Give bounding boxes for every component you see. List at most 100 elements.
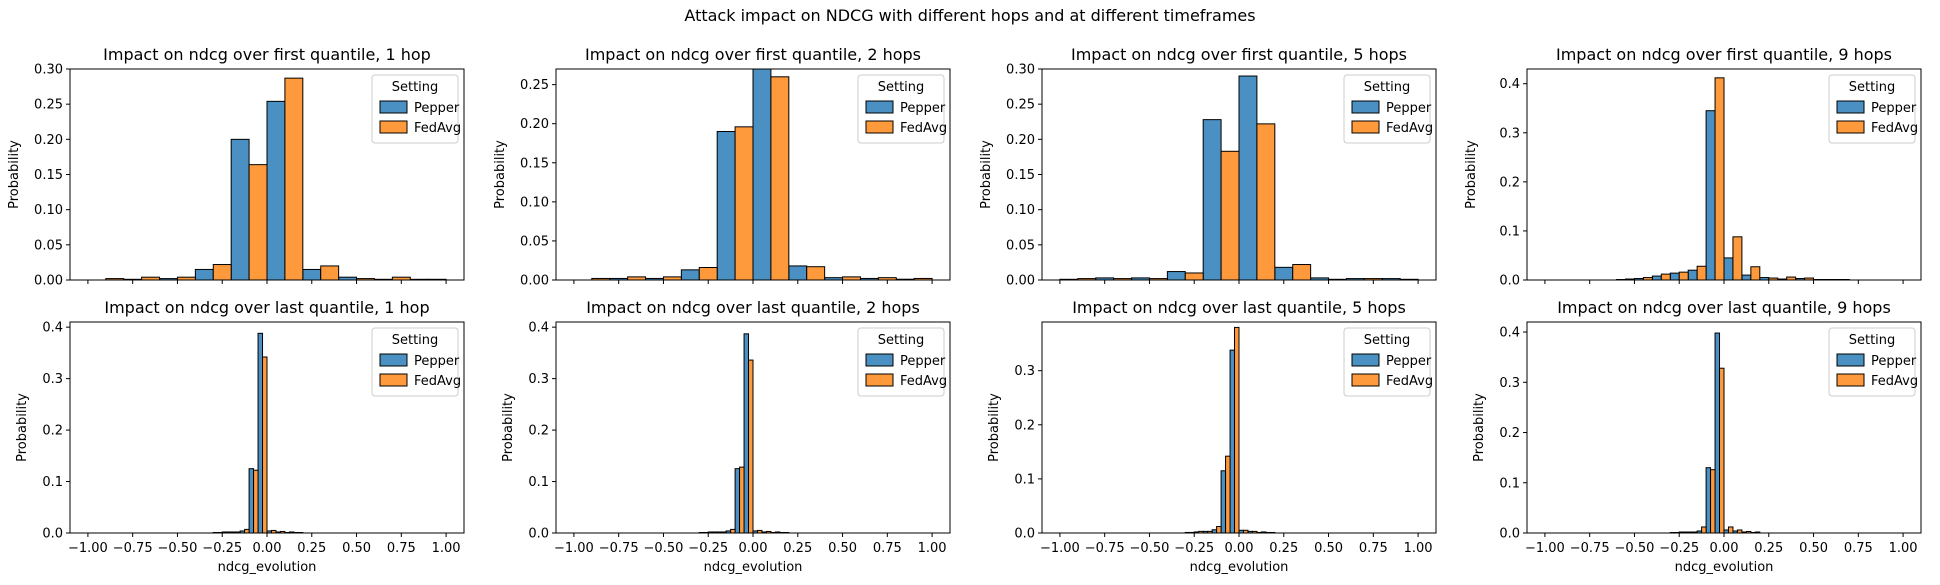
legend-title: Setting (878, 333, 925, 348)
legend-swatch-fedavg (1351, 373, 1380, 387)
bar-fedavg (212, 264, 232, 281)
x-tick-label: −0.75 (599, 541, 639, 556)
bar-pepper (1705, 467, 1712, 534)
y-tick-label: 0.2 (1499, 175, 1520, 190)
figure-title: Attack impact on NDCG with different hop… (684, 6, 1256, 25)
y-tick-label: 0.4 (528, 321, 549, 336)
bar-fedavg (1714, 77, 1725, 281)
subplot-title: Impact on ndcg over first quantile, 5 ho… (1071, 45, 1407, 64)
y-tick-label: 0.25 (34, 98, 63, 113)
legend-swatch-pepper (1836, 353, 1865, 367)
y-tick-label: 0.0 (1499, 274, 1520, 289)
x-tick-label: 0.00 (253, 541, 282, 556)
x-tick-label: 0.25 (1269, 541, 1298, 556)
bar-pepper (257, 332, 264, 534)
subplot-title: Impact on ndcg over first quantile, 9 ho… (1556, 45, 1892, 64)
x-tick-label: −1.00 (1040, 541, 1080, 556)
y-tick-label: 0.00 (520, 274, 549, 289)
bar-fedavg (1732, 236, 1743, 281)
y-tick-label: 0.4 (42, 321, 63, 336)
legend: Setting Pepper FedAvg (371, 74, 461, 144)
bar-pepper (1687, 269, 1698, 281)
x-tick-label: 1.00 (1404, 541, 1433, 556)
legend: Setting Pepper FedAvg (1343, 327, 1433, 397)
y-tick-label: 0.30 (34, 63, 63, 78)
legend: Setting Pepper FedAvg (857, 74, 947, 144)
x-tick-label: 1.00 (918, 541, 947, 556)
x-tick-label: −0.50 (644, 541, 684, 556)
x-tick-label: 1.00 (432, 541, 461, 556)
subplot-6: 0.0 0.1 0.2 0.3 0.4 −1.00 −0.75 −0.50 −0.25 0.00 0… (501, 298, 951, 575)
y-axis-label: Probability (987, 393, 1002, 462)
legend-swatch-fedavg (1836, 373, 1865, 387)
y-axis-label: Probability (1464, 140, 1479, 209)
y-axis-label: Probability (493, 140, 508, 209)
legend-swatch-fedavg (1351, 120, 1380, 134)
legend-title: Setting (1364, 333, 1411, 348)
legend-label-pepper: Pepper (414, 354, 460, 369)
legend-label-fedavg: FedAvg (1386, 374, 1433, 389)
y-tick-label: 0.20 (1006, 133, 1035, 148)
legend-label-pepper: Pepper (1386, 354, 1432, 369)
legend-swatch-pepper (379, 100, 408, 114)
x-tick-label: 0.50 (342, 541, 371, 556)
bar-fedavg (1292, 264, 1312, 281)
y-tick-label: 0.2 (1499, 426, 1520, 441)
legend-label-pepper: Pepper (900, 354, 946, 369)
legend-title: Setting (878, 80, 925, 95)
legend-label-fedavg: FedAvg (1871, 374, 1918, 389)
x-tick-label: −0.25 (1659, 541, 1699, 556)
y-tick-label: 0.05 (1006, 238, 1035, 253)
legend-label-fedavg: FedAvg (1871, 121, 1918, 136)
legend: Setting Pepper FedAvg (857, 327, 947, 397)
y-tick-label: 0.10 (34, 203, 63, 218)
bar-fedavg (1727, 526, 1734, 534)
y-tick-label: 0.1 (528, 475, 549, 490)
x-tick-label: 0.00 (739, 541, 768, 556)
bar-pepper (788, 265, 808, 281)
bar-pepper (248, 468, 255, 534)
x-tick-label: 0.25 (297, 541, 326, 556)
legend-swatch-fedavg (1836, 120, 1865, 134)
y-axis-label: Probability (7, 140, 22, 209)
bar-pepper (230, 138, 250, 281)
legend-title: Setting (1849, 80, 1896, 95)
x-tick-label: −0.50 (158, 541, 198, 556)
bar-pepper (734, 468, 741, 534)
bar-pepper (1274, 266, 1294, 281)
bar-pepper (302, 268, 322, 281)
y-tick-label: 0.20 (34, 133, 63, 148)
bar-fedavg (1216, 526, 1222, 534)
x-tick-label: −1.00 (68, 541, 108, 556)
subplot-title: Impact on ndcg over last quantile, 5 hop… (1072, 298, 1406, 317)
legend-label-pepper: Pepper (1871, 354, 1917, 369)
bar-fedavg (1220, 150, 1240, 281)
bar-fedavg (1719, 367, 1725, 534)
x-tick-label: −0.75 (1085, 541, 1125, 556)
subplot-title: Impact on ndcg over first quantile, 1 ho… (103, 45, 431, 64)
x-tick-label: −0.25 (1174, 541, 1214, 556)
subplot-title: Impact on ndcg over last quantile, 2 hop… (586, 298, 920, 317)
y-tick-label: 0.20 (520, 117, 549, 132)
y-tick-label: 0.0 (528, 527, 549, 542)
bar-fedavg (734, 126, 754, 281)
x-tick-label: 0.00 (1710, 541, 1739, 556)
x-tick-label: 0.00 (1225, 541, 1254, 556)
legend-label-pepper: Pepper (414, 101, 460, 116)
y-tick-label: 0.0 (1499, 527, 1520, 542)
y-tick-label: 0.3 (42, 372, 63, 387)
y-tick-label: 0.2 (42, 424, 63, 439)
legend-swatch-fedavg (379, 120, 408, 134)
y-tick-label: 0.0 (42, 527, 63, 542)
bar-pepper (743, 333, 750, 534)
y-axis-label: Probability (979, 140, 994, 209)
bar-pepper (1220, 470, 1227, 534)
subplot-1: 0.00 0.05 0.10 0.15 0.20 0.25 0.30 Impact on nd… (7, 45, 465, 289)
legend: Setting Pepper FedAvg (1828, 74, 1918, 144)
y-tick-label: 0.3 (1014, 364, 1035, 379)
y-tick-label: 0.25 (1006, 98, 1035, 113)
x-axis-label: ndcg_evolution (704, 560, 803, 575)
x-tick-label: 0.75 (873, 541, 902, 556)
y-tick-label: 0.1 (1499, 476, 1520, 491)
subplot-3: 0.00 0.05 0.10 0.15 0.20 0.25 0.30 Impact on nd… (979, 45, 1437, 289)
